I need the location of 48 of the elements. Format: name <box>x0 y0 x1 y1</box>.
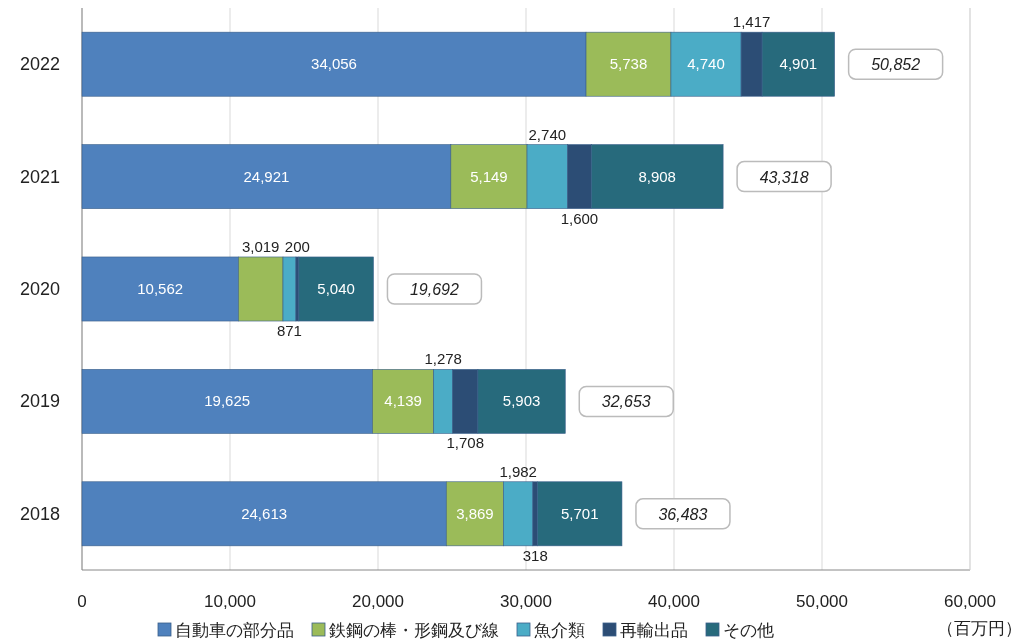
data-label: 8,908 <box>638 167 676 185</box>
data-label: 5,903 <box>502 392 541 410</box>
x-axis-title: （百万円） <box>937 619 1022 638</box>
total-label: 19,692 <box>409 281 460 298</box>
data-label: 4,139 <box>384 392 422 410</box>
total-label: 43,318 <box>759 168 809 186</box>
data-label: 318 <box>522 546 548 564</box>
data-label: 4,901 <box>779 55 818 73</box>
data-label: 5,738 <box>609 55 648 73</box>
data-label: 3,019 <box>241 237 280 255</box>
data-label: 10,562 <box>137 280 184 297</box>
data-label: 5,701 <box>560 504 599 522</box>
data-label: 24,921 <box>243 167 290 185</box>
legend-label: 再輸出品 <box>620 621 688 640</box>
y-tick-label: 2019 <box>19 391 60 412</box>
data-label: 1,278 <box>424 350 462 368</box>
x-tick-label: 10,000 <box>204 592 256 611</box>
data-label: 2,740 <box>528 125 567 143</box>
total-label: 50,852 <box>871 56 921 74</box>
y-tick-label: 2020 <box>19 279 60 299</box>
x-tick-label: 50,000 <box>796 592 848 611</box>
x-tick-label: 40,000 <box>648 592 700 611</box>
data-label: 1,708 <box>446 434 485 452</box>
legend-label: その他 <box>723 621 774 640</box>
legend-label: 魚介類 <box>534 621 585 640</box>
data-label: 5,040 <box>317 280 355 297</box>
data-label: 34,056 <box>311 55 357 73</box>
x-tick-label: 0 <box>77 592 87 611</box>
data-label: 871 <box>276 322 302 340</box>
legend-label: 鉄鋼の棒・形鋼及び線 <box>329 621 499 640</box>
data-label: 4,740 <box>687 55 725 73</box>
data-label: 1,417 <box>732 13 771 31</box>
data-label: 3,869 <box>456 504 494 522</box>
x-tick-label: 20,000 <box>352 592 404 611</box>
data-label: 1,982 <box>499 462 537 480</box>
total-label: 32,653 <box>601 393 651 411</box>
y-tick-label: 2018 <box>19 503 60 524</box>
data-label: 200 <box>284 237 310 255</box>
y-tick-label: 2022 <box>19 54 60 75</box>
data-label: 1,600 <box>560 209 599 227</box>
data-label: 5,149 <box>470 167 508 185</box>
x-tick-label: 30,000 <box>500 592 552 611</box>
data-label: 19,625 <box>204 392 251 410</box>
x-tick-label: 60,000 <box>944 592 996 611</box>
total-label: 36,483 <box>658 505 708 523</box>
data-label: 24,613 <box>241 504 288 522</box>
legend-label: 自動車の部分品 <box>175 621 294 640</box>
y-tick-label: 2021 <box>19 166 60 187</box>
